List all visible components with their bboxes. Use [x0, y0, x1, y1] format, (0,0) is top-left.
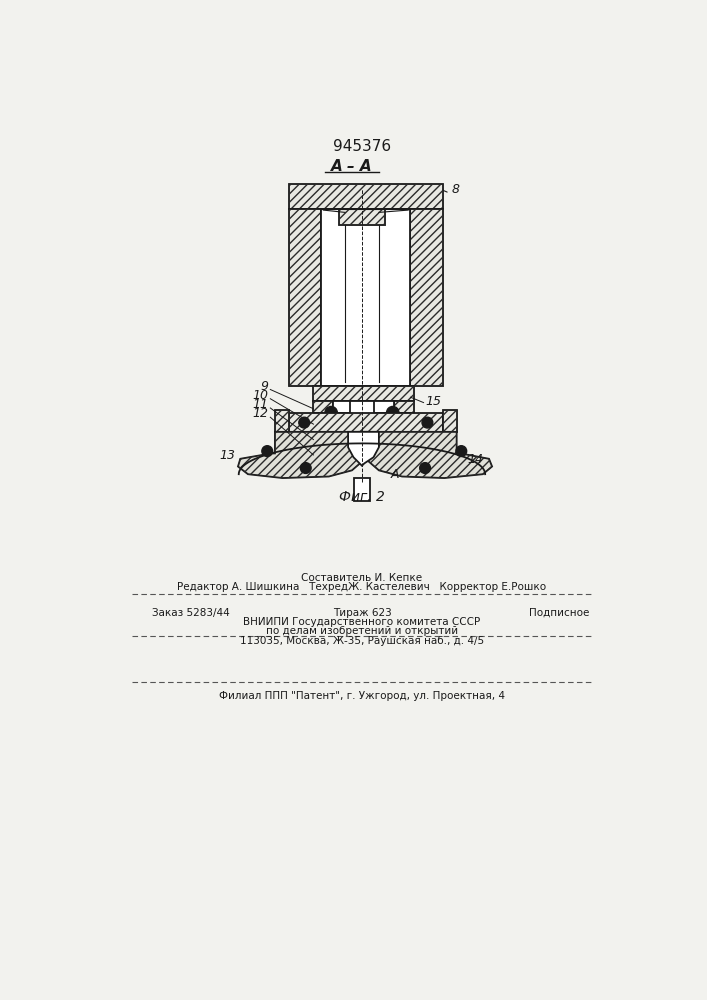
Text: 945376: 945376 — [333, 139, 391, 154]
Text: Заказ 5283/44: Заказ 5283/44 — [152, 608, 230, 618]
Text: А: А — [390, 468, 399, 481]
Text: 113035, Москва, Ж-35, Раушская наб., д. 4/5: 113035, Москва, Ж-35, Раушская наб., д. … — [240, 636, 484, 646]
Circle shape — [387, 453, 399, 465]
Text: 14: 14 — [467, 453, 484, 466]
Circle shape — [422, 417, 433, 428]
Bar — [275, 410, 288, 432]
Text: Филиал ППП "Патент", г. Ужгород, ул. Проектная, 4: Филиал ППП "Патент", г. Ужгород, ул. Про… — [219, 691, 505, 701]
Circle shape — [300, 463, 311, 473]
Circle shape — [420, 463, 431, 473]
Text: ВНИИПИ Государственного комитета СССР: ВНИИПИ Государственного комитета СССР — [243, 617, 481, 627]
Bar — [313, 401, 334, 413]
Bar — [411, 209, 443, 386]
Bar — [443, 410, 457, 432]
Bar — [321, 209, 411, 386]
Bar — [313, 401, 334, 413]
Text: Подписное: Подписное — [529, 608, 590, 618]
Text: 11: 11 — [253, 398, 269, 411]
Text: 15: 15 — [425, 395, 441, 408]
Polygon shape — [348, 432, 379, 466]
Circle shape — [325, 406, 337, 419]
Circle shape — [456, 446, 467, 456]
Text: 13: 13 — [219, 449, 235, 462]
Text: Редактор А. Шишкина   ТехредЖ. Кастелевич   Корректор Е.Рошко: Редактор А. Шишкина ТехредЖ. Кастелевич … — [177, 582, 547, 592]
Circle shape — [387, 422, 399, 434]
Text: 10: 10 — [253, 389, 269, 402]
Circle shape — [299, 417, 310, 428]
Circle shape — [325, 422, 337, 434]
Circle shape — [387, 406, 399, 419]
Text: по делам изобретений и открытий: по делам изобретений и открытий — [266, 626, 458, 636]
Bar — [339, 209, 385, 225]
Text: А – А: А – А — [331, 159, 373, 174]
Bar — [339, 209, 385, 225]
Bar — [443, 410, 457, 432]
Text: Фиг. 2: Фиг. 2 — [339, 490, 385, 504]
Polygon shape — [360, 432, 492, 478]
Bar — [394, 401, 414, 413]
Circle shape — [262, 446, 273, 456]
Text: 8: 8 — [452, 183, 460, 196]
Bar — [275, 410, 288, 432]
Bar — [288, 184, 443, 209]
Text: 9: 9 — [261, 379, 269, 392]
Text: Составитель И. Кепке: Составитель И. Кепке — [301, 573, 423, 583]
Bar — [313, 386, 414, 401]
Circle shape — [325, 437, 337, 450]
Bar — [394, 401, 414, 413]
Bar — [288, 184, 443, 209]
Bar — [351, 401, 373, 420]
Text: Тираж 623: Тираж 623 — [332, 608, 392, 618]
Bar — [334, 401, 394, 413]
Bar — [288, 413, 443, 432]
Circle shape — [325, 453, 337, 465]
Bar — [313, 386, 414, 401]
Bar — [288, 209, 321, 386]
Circle shape — [387, 437, 399, 450]
Bar — [288, 209, 321, 386]
Text: 12: 12 — [253, 407, 269, 420]
Polygon shape — [238, 432, 368, 478]
Bar — [411, 209, 443, 386]
Bar — [354, 478, 370, 501]
Bar — [288, 413, 443, 432]
